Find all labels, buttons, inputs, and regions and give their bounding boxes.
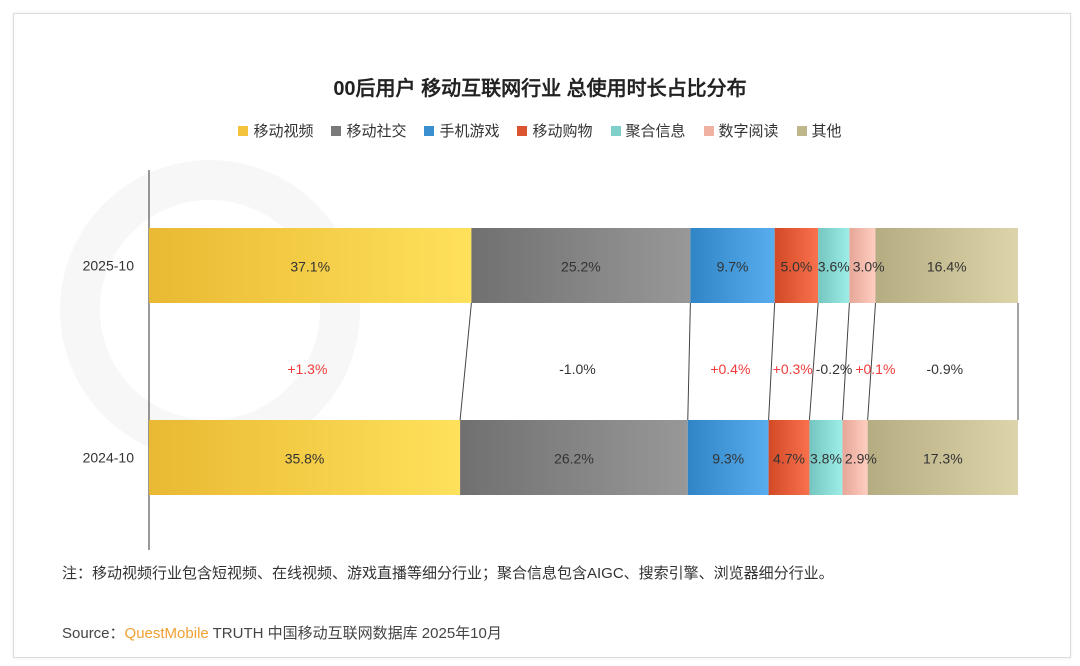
legend-swatch	[424, 125, 435, 136]
data-label: 26.2%	[554, 451, 594, 467]
legend-item: 聚合信息	[610, 120, 686, 141]
bar-segment	[809, 420, 843, 495]
legend-label: 数字阅读	[718, 123, 779, 140]
change-label: -1.0%	[559, 361, 596, 377]
change-label: -0.9%	[926, 361, 963, 377]
bar-segment	[875, 228, 1018, 303]
connector-line	[768, 302, 776, 421]
legend-item: 移动购物	[517, 120, 593, 141]
source-brand: QuestMobile	[124, 625, 209, 642]
data-label: 35.8%	[285, 451, 325, 467]
legend-label: 手机游戏	[439, 123, 500, 140]
legend-label: 聚合信息	[625, 123, 686, 140]
data-label: 16.4%	[927, 259, 967, 275]
legend-swatch	[610, 125, 621, 136]
bar-segment	[471, 228, 691, 303]
bar-segment	[768, 420, 810, 495]
legend-item: 移动视频	[238, 120, 313, 141]
data-label: 4.7%	[773, 451, 805, 467]
bar-segment	[149, 228, 472, 303]
legend-item: 手机游戏	[424, 120, 499, 141]
legend-label: 移动社交	[346, 123, 407, 140]
data-label: 9.7%	[717, 259, 749, 275]
category-label: 2024-10	[83, 450, 135, 466]
data-label: 3.8%	[810, 451, 842, 467]
legend-item: 数字阅读	[703, 120, 779, 141]
chart-title: 00后用户 移动互联网行业 总使用时长占比分布	[333, 78, 747, 100]
source-text: TRUTH 中国移动互联网数据库 2025年10月	[208, 625, 502, 642]
footnote: 注：移动视频行业包含短视频、在线视频、游戏直播等细分行业；聚合信息包含AIGC、…	[62, 565, 834, 582]
bar-segment	[690, 228, 775, 303]
bar-segment	[849, 228, 876, 303]
data-label: 2.9%	[845, 451, 877, 467]
data-label: 3.0%	[853, 259, 885, 275]
bar-segment	[842, 420, 868, 495]
chart-card	[13, 13, 1071, 658]
connector-line	[808, 302, 819, 421]
data-label: 17.3%	[923, 451, 963, 467]
bar-segment	[774, 228, 819, 303]
legend-swatch	[796, 125, 807, 136]
data-label: 9.3%	[712, 451, 744, 467]
connector-line	[867, 302, 876, 421]
data-label: 25.2%	[561, 259, 601, 275]
change-label: +0.1%	[855, 361, 895, 377]
legend-label: 其他	[811, 123, 842, 140]
legend-item: 其他	[796, 120, 842, 141]
change-label: +0.3%	[773, 361, 813, 377]
connector-line	[687, 302, 691, 421]
bar-segment	[149, 420, 461, 495]
connector-line	[841, 302, 850, 421]
legend: 移动视频 移动社交 手机游戏 移动购物 聚合信息 数字阅读 其他	[0, 120, 1080, 141]
bar-segment	[687, 420, 769, 495]
legend-swatch	[238, 125, 249, 136]
data-label: 5.0%	[780, 259, 812, 275]
legend-label: 移动视频	[253, 123, 314, 140]
legend-swatch	[703, 125, 714, 136]
change-label: -0.2%	[816, 361, 853, 377]
data-label: 37.1%	[290, 259, 330, 275]
legend-swatch	[331, 125, 342, 136]
change-label: +0.4%	[710, 361, 750, 377]
source-label: Source：	[62, 625, 125, 642]
data-label: 3.6%	[818, 259, 850, 275]
change-label: +1.3%	[287, 361, 327, 377]
category-label: 2025-10	[83, 258, 135, 274]
source-line: Source：QuestMobile TRUTH 中国移动互联网数据库 2025…	[62, 622, 502, 643]
bar-segment	[867, 420, 1018, 495]
legend-swatch	[517, 125, 528, 136]
legend-item: 移动社交	[331, 120, 406, 141]
bar-segment	[460, 420, 688, 495]
legend-label: 移动购物	[532, 123, 593, 140]
bar-segment	[818, 228, 850, 303]
connector-line	[459, 302, 472, 421]
